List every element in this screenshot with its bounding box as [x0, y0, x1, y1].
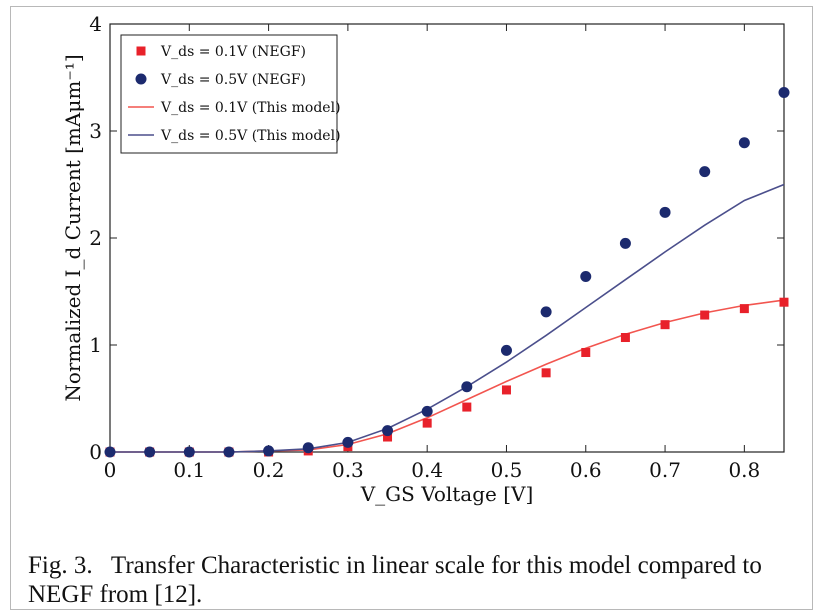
negf-square-point — [739, 304, 749, 314]
negf-square-point — [383, 432, 393, 442]
x-tick-label: 0.4 — [411, 458, 443, 482]
transfer-characteristic-chart: 0 0.1 0.2 0.3 0.4 0.5 0.6 0.7 0.8 0 1 2 3 4 V_ds = 0.… — [61, 12, 790, 506]
y-tick-label: 0 — [89, 440, 102, 464]
negf-circle-point — [778, 86, 790, 98]
negf-circle-point — [183, 446, 195, 458]
negf-circle-point — [421, 405, 433, 417]
negf-circle-point — [619, 237, 631, 249]
negf-square-point — [779, 297, 789, 307]
plot-axes: 0 0.1 0.2 0.3 0.4 0.5 0.6 0.7 0.8 0 1 2 3 4 — [89, 12, 785, 482]
caption-text: Transfer Characteristic in linear scale … — [28, 552, 762, 608]
x-tick-label: 0.3 — [332, 458, 364, 482]
negf-square-point — [541, 368, 551, 378]
negf-square-point — [422, 418, 432, 428]
x-tick-label: 0 — [104, 458, 117, 482]
legend-box — [120, 34, 338, 154]
y-tick-label: 1 — [89, 333, 102, 357]
legend-entry-label: V_ds = 0.1V (This model) — [160, 100, 341, 116]
negf-circle-point — [699, 166, 711, 178]
negf-square-point — [581, 347, 591, 357]
x-axis-label: V_GS Voltage [V] — [360, 482, 534, 506]
x-tick-label: 0.2 — [253, 458, 285, 482]
negf-circle-point — [302, 442, 314, 454]
negf-circle-point — [104, 446, 116, 458]
legend-entry-label: V_ds = 0.1V (NEGF) — [160, 44, 306, 60]
negf-square-point — [620, 333, 630, 343]
negf-square-point — [462, 402, 472, 412]
legend-entry-label: V_ds = 0.5V (This model) — [160, 128, 341, 144]
negf-circle-point — [580, 271, 592, 283]
x-tick-label: 0.5 — [491, 458, 523, 482]
legend-entry-label: V_ds = 0.5V (NEGF) — [160, 72, 306, 88]
legend-circle-symbol — [135, 73, 147, 85]
x-tick-label: 0.8 — [728, 458, 760, 482]
y-tick-label: 2 — [89, 226, 102, 250]
x-tick-label: 0.6 — [570, 458, 602, 482]
negf-circle-point — [342, 436, 354, 448]
negf-circle-point — [500, 344, 512, 356]
negf-circle-point — [540, 306, 552, 318]
figure-caption: Fig. 3. Transfer Characteristic in linea… — [28, 551, 813, 609]
model-line-0 — [110, 299, 785, 453]
negf-square-point — [501, 385, 511, 395]
legend: V_ds = 0.1V (NEGF) V_ds = 0.5V (NEGF) V_ds… — [120, 34, 341, 154]
negf-circle-point — [144, 446, 156, 458]
negf-circle-point — [382, 425, 394, 437]
model-line-1 — [110, 183, 785, 453]
x-tick-label: 0.1 — [173, 458, 205, 482]
negf-circle-point — [223, 446, 235, 458]
x-tick-label: 0.7 — [649, 458, 681, 482]
y-tick-label: 3 — [89, 119, 102, 143]
y-axis-label: Normalized I_d Current [mAμm⁻¹] — [61, 54, 85, 401]
negf-circle-point — [263, 445, 275, 457]
negf-circle-point — [659, 206, 671, 218]
negf-square-point — [700, 310, 710, 320]
series-layer — [104, 86, 790, 458]
negf-circle-point — [738, 137, 750, 149]
negf-square-point — [660, 320, 670, 330]
negf-circle-point — [461, 381, 473, 393]
caption-figure-label: Fig. 3. — [28, 552, 93, 579]
legend-square-symbol — [136, 46, 146, 56]
y-tick-label: 4 — [89, 12, 102, 36]
